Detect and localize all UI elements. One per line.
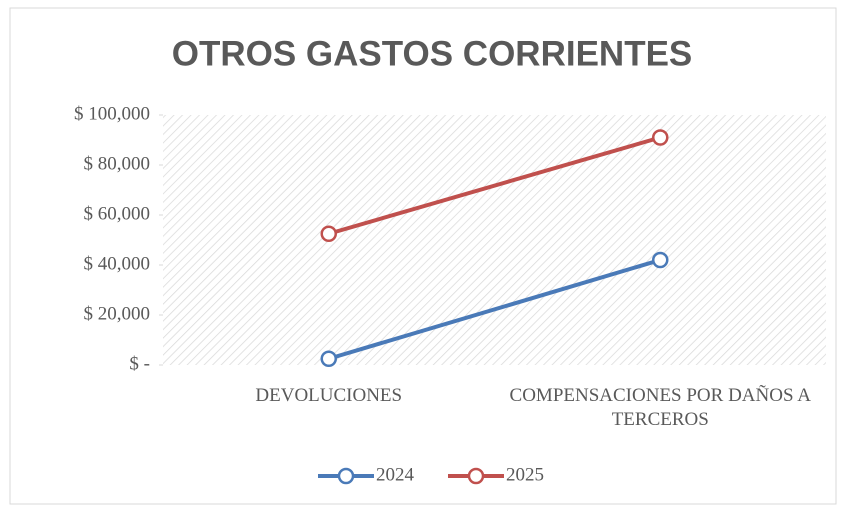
y-tick-label: $ - (129, 353, 150, 374)
x-tick-label: COMPENSACIONES POR DAÑOS A TERCEROS (509, 385, 811, 430)
legend-label: 2024 (376, 464, 415, 485)
y-tick-label: $ 40,000 (84, 253, 151, 274)
y-tick-label: $ 80,000 (84, 153, 151, 174)
legend-marker (467, 467, 485, 485)
y-tick-label: $ 60,000 (84, 203, 151, 224)
legend-label: 2025 (506, 464, 544, 485)
x-tick-label: DEVOLUCIONES (255, 385, 403, 406)
chart-title: OTROS GASTOS CORRIENTES (172, 34, 693, 73)
legend-marker (337, 467, 355, 485)
plot-area (163, 115, 826, 365)
data-point (320, 350, 337, 367)
data-point (652, 251, 669, 269)
series-line (328, 258, 661, 361)
y-tick-label: $ 20,000 (84, 303, 151, 324)
data-point (320, 225, 337, 242)
series-line (328, 135, 661, 236)
y-tick-label: $ 100,000 (74, 103, 150, 124)
data-point (652, 129, 669, 146)
